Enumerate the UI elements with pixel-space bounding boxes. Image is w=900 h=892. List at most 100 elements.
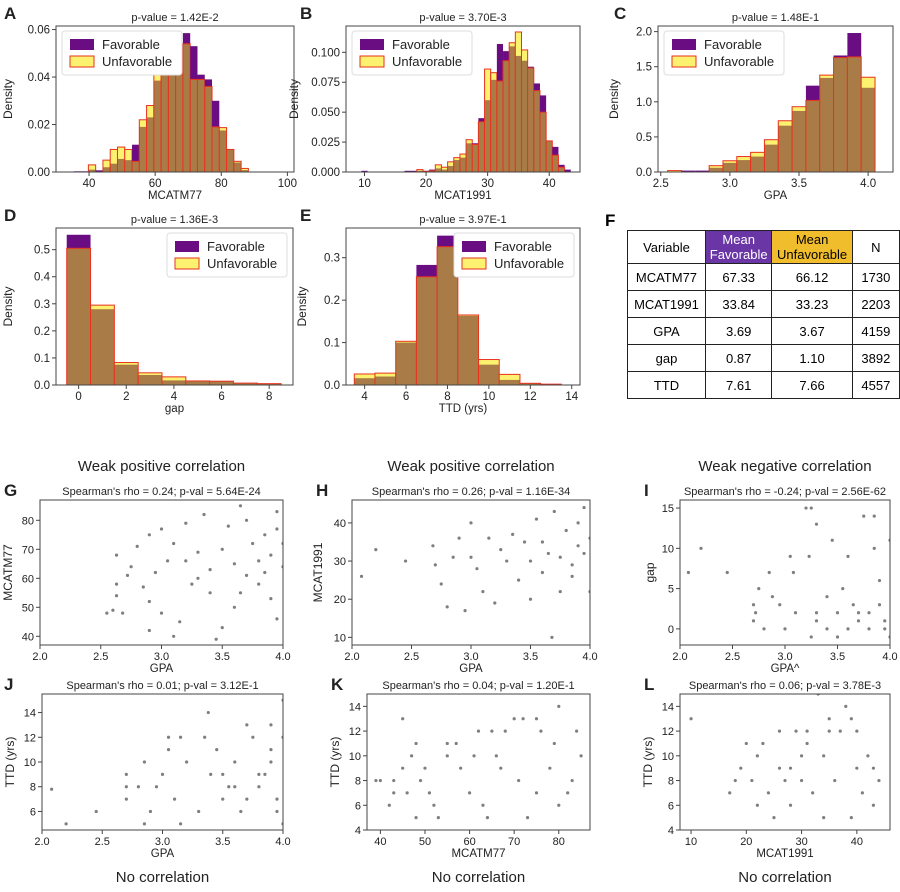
scatter-point bbox=[467, 791, 472, 795]
bar-overlap bbox=[709, 167, 723, 172]
scatter-point bbox=[811, 791, 815, 795]
scatter-point bbox=[203, 735, 207, 739]
panel-k: 40 50 60 70 80 4 6 8 10 12 14 MCATM77 TTD (yrs) Spear… bbox=[328, 675, 591, 886]
panel-letter: J bbox=[4, 675, 13, 694]
bar-unfavorable-edge bbox=[240, 167, 249, 172]
scatter-point bbox=[877, 603, 882, 607]
scatter-point bbox=[469, 521, 473, 525]
scatter-point bbox=[788, 803, 793, 807]
scatter-point bbox=[436, 816, 440, 820]
x-tick-label: 60 bbox=[149, 178, 162, 190]
bar-overlap bbox=[459, 157, 467, 172]
scatter-point bbox=[405, 791, 409, 795]
x-axis-label: MCATM77 bbox=[451, 848, 505, 860]
x-tick-label: 60 bbox=[463, 836, 475, 848]
scatter-point bbox=[208, 568, 212, 572]
axes-frame bbox=[345, 227, 581, 386]
bar-favorable bbox=[95, 170, 103, 172]
bar-overlap bbox=[168, 72, 176, 172]
scatter-point bbox=[856, 611, 861, 615]
cell-unf: 1.10 bbox=[771, 344, 853, 372]
bar-overlap bbox=[453, 160, 460, 172]
scatter-point bbox=[64, 822, 68, 826]
scatter-point bbox=[576, 521, 580, 525]
y-tick-label: 1.0 bbox=[636, 97, 652, 109]
y-tick-label: 12 bbox=[349, 726, 361, 738]
x-tick-label: 2.5 bbox=[404, 651, 419, 663]
bar-overlap bbox=[472, 144, 479, 172]
legend: Favorable Unfavorable bbox=[61, 30, 183, 76]
panel-letter: D bbox=[4, 206, 16, 225]
scatter-point bbox=[540, 570, 545, 575]
scatter-point bbox=[418, 778, 423, 783]
scatter-point bbox=[883, 627, 887, 631]
scatter-point bbox=[499, 548, 503, 552]
scatter-point bbox=[197, 809, 201, 814]
y-tick-label: 0.000 bbox=[311, 167, 340, 179]
y-tick-label: 5 bbox=[668, 584, 674, 596]
scatter-point bbox=[50, 787, 54, 791]
scatter-point bbox=[142, 822, 147, 826]
bar-overlap bbox=[138, 374, 162, 385]
x-tick-label: 2.0 bbox=[344, 651, 359, 663]
scatter-point bbox=[125, 573, 130, 578]
cell-n: 1730 bbox=[851, 263, 900, 291]
legend-label-unfavorable: Unfavorable bbox=[102, 54, 172, 69]
x-tick-label: 80 bbox=[553, 836, 565, 848]
y-tick-label: 0.04 bbox=[28, 72, 51, 84]
legend-swatch-favorable bbox=[70, 39, 94, 50]
scatter-point bbox=[263, 570, 267, 575]
scatter-point bbox=[121, 611, 125, 615]
legend-label-favorable: Favorable bbox=[392, 37, 450, 52]
bar-overlap bbox=[395, 342, 417, 385]
scatter-point bbox=[809, 635, 813, 639]
x-tick-label: 30 bbox=[481, 178, 494, 190]
bar-overlap bbox=[212, 126, 220, 172]
scatter-point bbox=[505, 559, 509, 563]
panel-e: Favorable Unfavorable 4 6 8 10 12 14 0.0 0.1 0.2 0.… bbox=[295, 206, 581, 415]
cell-n: 2203 bbox=[851, 290, 900, 318]
x-tick-label: 10 bbox=[358, 178, 371, 190]
x-tick-label: 3.5 bbox=[215, 836, 230, 848]
y-axis-label: TTD (yrs) bbox=[3, 737, 17, 788]
scatter-point bbox=[147, 533, 151, 537]
scatter-point bbox=[805, 729, 809, 733]
scatter-point bbox=[814, 619, 819, 623]
scatter-point bbox=[141, 585, 145, 589]
scatter-point bbox=[838, 729, 842, 733]
scatter-point bbox=[778, 603, 782, 607]
bar-overlap bbox=[805, 100, 820, 172]
scatter-point bbox=[226, 524, 230, 528]
scatter-point bbox=[534, 517, 539, 521]
scatter-point bbox=[770, 595, 775, 599]
bar-overlap bbox=[447, 166, 454, 172]
scatter-point bbox=[432, 803, 436, 807]
scatter-point bbox=[728, 791, 732, 795]
plot-area bbox=[50, 698, 283, 826]
scatter-point bbox=[238, 591, 243, 595]
scatter-point bbox=[160, 772, 165, 776]
header-unf-line2: Unfavorable bbox=[777, 247, 848, 262]
bar-overlap bbox=[484, 100, 491, 172]
bar-overlap bbox=[219, 130, 227, 172]
scatter-point bbox=[557, 704, 561, 708]
plot-area bbox=[689, 694, 881, 820]
x-axis-label: GPA^ bbox=[771, 663, 800, 675]
scatter-point bbox=[849, 816, 853, 820]
y-axis-label: MCAT1991 bbox=[311, 542, 325, 602]
scatter-point bbox=[275, 510, 279, 514]
x-tick-label: 6 bbox=[218, 391, 224, 403]
scatter-point bbox=[540, 540, 545, 544]
bar-overlap bbox=[197, 79, 205, 172]
bar-overlap bbox=[374, 376, 396, 385]
scatter-point bbox=[766, 791, 771, 795]
chart-subtitle: p-value = 1.48E-1 bbox=[732, 12, 819, 24]
scatter-point bbox=[867, 611, 871, 615]
x-tick-label: 2.5 bbox=[93, 651, 108, 663]
header-mean-favorable: Mean Favorable bbox=[704, 230, 773, 264]
x-tick-label: 40 bbox=[851, 836, 863, 848]
bar-favorable bbox=[681, 170, 696, 172]
scatter-point bbox=[172, 797, 177, 801]
y-tick-label: 0.075 bbox=[311, 77, 340, 89]
bar-overlap bbox=[515, 55, 522, 172]
